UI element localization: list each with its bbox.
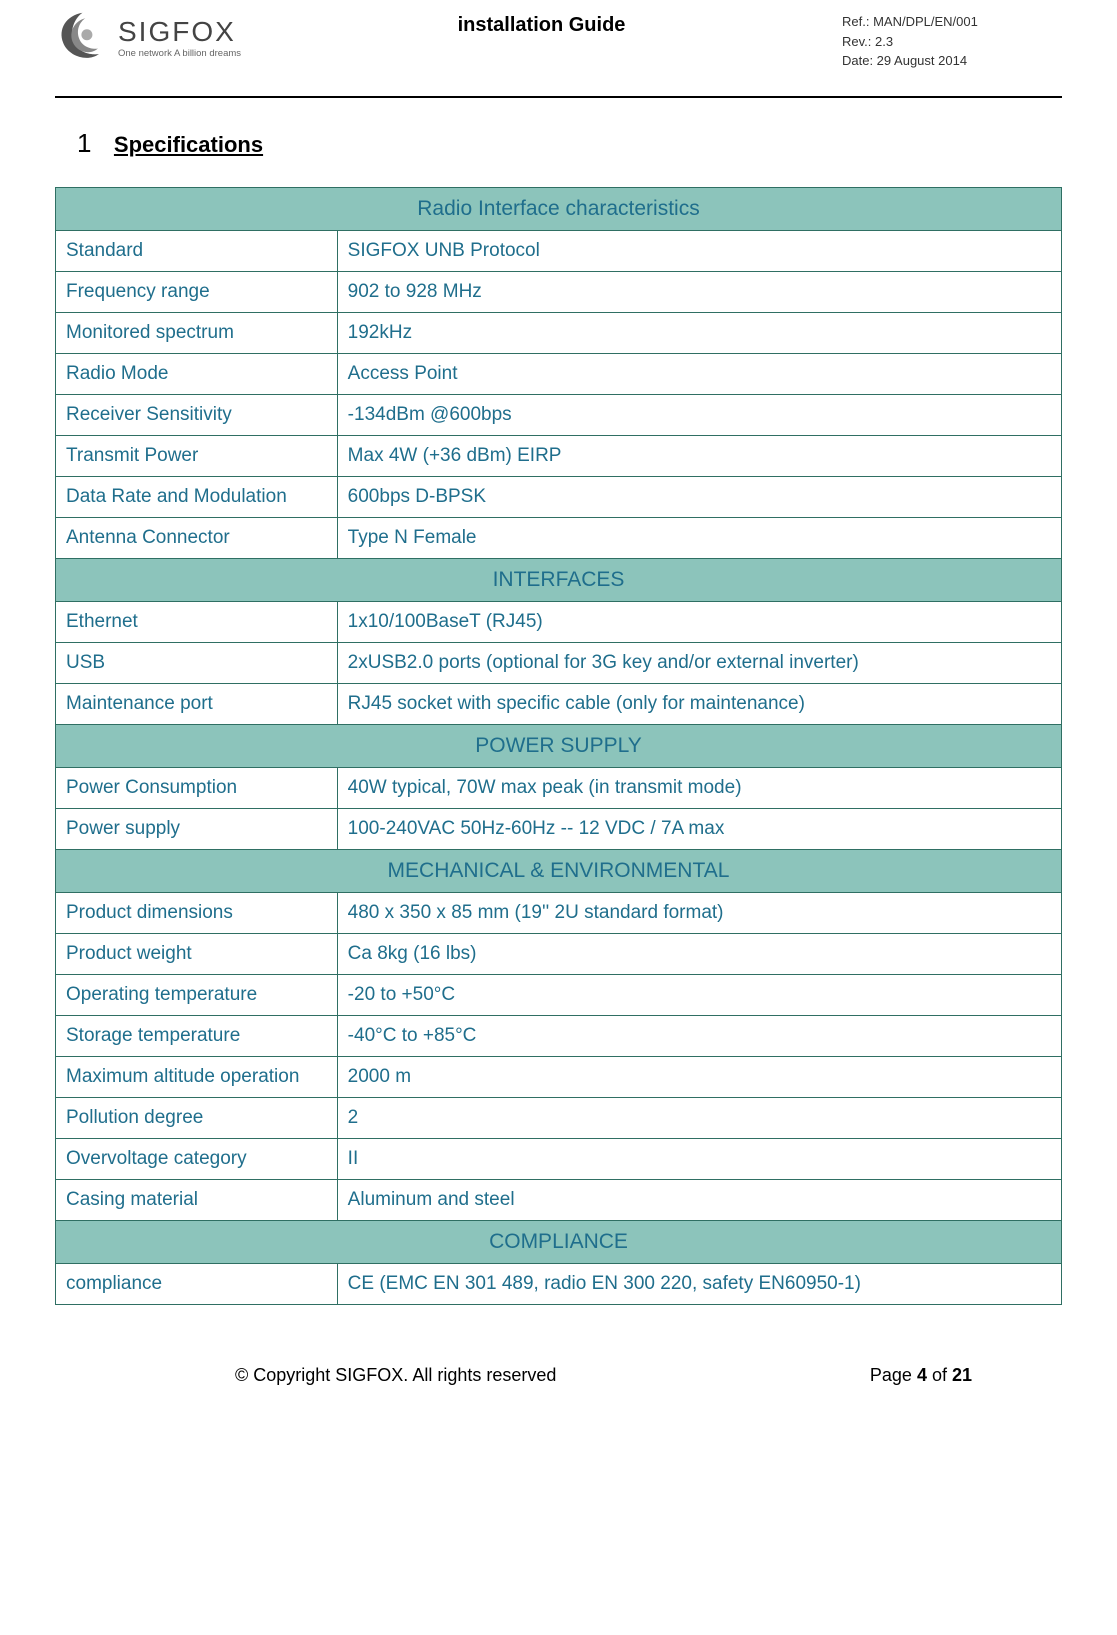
spec-value: 1x10/100BaseT (RJ45) — [337, 601, 1061, 642]
spec-value: 600bps D-BPSK — [337, 476, 1061, 517]
spec-label: Ethernet — [56, 601, 338, 642]
spec-label: Overvoltage category — [56, 1138, 338, 1179]
logo-tagline: One network A billion dreams — [118, 48, 241, 59]
table-row: Antenna ConnectorType N Female — [56, 517, 1062, 558]
table-row: Product dimensions480 x 350 x 85 mm (19'… — [56, 892, 1062, 933]
spec-label: Frequency range — [56, 271, 338, 312]
table-row: USB2xUSB2.0 ports (optional for 3G key a… — [56, 642, 1062, 683]
logo-block: SIGFOX One network A billion dreams — [55, 10, 241, 65]
spec-value: 100-240VAC 50Hz-60Hz -- 12 VDC / 7A max — [337, 808, 1061, 849]
doc-title: installation Guide — [458, 10, 626, 37]
spec-value: 2 — [337, 1097, 1061, 1138]
spec-value: 2000 m — [337, 1056, 1061, 1097]
logo-brand: SIGFOX — [118, 16, 241, 48]
spec-value: -134dBm @600bps — [337, 394, 1061, 435]
spec-value: Type N Female — [337, 517, 1061, 558]
footer-copyright: © Copyright SIGFOX. All rights reserved — [235, 1365, 556, 1386]
spec-label: Maintenance port — [56, 683, 338, 724]
table-row: Product weightCa 8kg (16 lbs) — [56, 933, 1062, 974]
spec-label: Product dimensions — [56, 892, 338, 933]
spec-value: II — [337, 1138, 1061, 1179]
section-title: Specifications — [114, 132, 263, 157]
section-heading: 1 Specifications — [77, 128, 1062, 159]
table-row: Monitored spectrum192kHz — [56, 312, 1062, 353]
spec-value: 480 x 350 x 85 mm (19'' 2U standard form… — [337, 892, 1061, 933]
spec-label: Storage temperature — [56, 1015, 338, 1056]
table-row: Maximum altitude operation2000 m — [56, 1056, 1062, 1097]
spec-label: Product weight — [56, 933, 338, 974]
spec-label: Monitored spectrum — [56, 312, 338, 353]
table-section-header: MECHANICAL & ENVIRONMENTAL — [56, 849, 1062, 892]
spec-label: Operating temperature — [56, 974, 338, 1015]
spec-value: Aluminum and steel — [337, 1179, 1061, 1220]
footer-page-current: 4 — [917, 1365, 927, 1385]
section-number: 1 — [77, 128, 91, 158]
table-row: Casing materialAluminum and steel — [56, 1179, 1062, 1220]
logo-text: SIGFOX One network A billion dreams — [118, 16, 241, 59]
doc-ref: Ref.: MAN/DPL/EN/001 — [842, 12, 1062, 32]
spec-label: Antenna Connector — [56, 517, 338, 558]
specifications-table: Radio Interface characteristicsStandardS… — [55, 187, 1062, 1305]
table-section-header: POWER SUPPLY — [56, 724, 1062, 767]
spec-value: Max 4W (+36 dBm) EIRP — [337, 435, 1061, 476]
table-row: Operating temperature-20 to +50°C — [56, 974, 1062, 1015]
table-row: Radio ModeAccess Point — [56, 353, 1062, 394]
spec-value: RJ45 socket with specific cable (only fo… — [337, 683, 1061, 724]
spec-label: Power Consumption — [56, 767, 338, 808]
spec-value: SIGFOX UNB Protocol — [337, 230, 1061, 271]
spec-value: -20 to +50°C — [337, 974, 1061, 1015]
spec-label: USB — [56, 642, 338, 683]
table-row: StandardSIGFOX UNB Protocol — [56, 230, 1062, 271]
spec-value: 40W typical, 70W max peak (in transmit m… — [337, 767, 1061, 808]
footer-page-total: 21 — [952, 1365, 972, 1385]
spec-value: 192kHz — [337, 312, 1061, 353]
spec-label: Standard — [56, 230, 338, 271]
spec-value: 902 to 928 MHz — [337, 271, 1061, 312]
table-row: Frequency range902 to 928 MHz — [56, 271, 1062, 312]
table-row: Maintenance portRJ45 socket with specifi… — [56, 683, 1062, 724]
doc-date: Date: 29 August 2014 — [842, 51, 1062, 71]
spec-label: Transmit Power — [56, 435, 338, 476]
doc-rev: Rev.: 2.3 — [842, 32, 1062, 52]
spec-label: Maximum altitude operation — [56, 1056, 338, 1097]
table-row: Storage temperature-40°C to +85°C — [56, 1015, 1062, 1056]
table-row: complianceCE (EMC EN 301 489, radio EN 3… — [56, 1263, 1062, 1304]
spec-label: Casing material — [56, 1179, 338, 1220]
spec-value: CE (EMC EN 301 489, radio EN 300 220, sa… — [337, 1263, 1061, 1304]
spec-value: 2xUSB2.0 ports (optional for 3G key and/… — [337, 642, 1061, 683]
table-row: Receiver Sensitivity-134dBm @600bps — [56, 394, 1062, 435]
header-divider — [55, 96, 1062, 98]
sigfox-logo-icon — [55, 10, 110, 65]
footer-page-label: Page — [870, 1365, 917, 1385]
footer-page-of: of — [927, 1365, 952, 1385]
footer-page: Page 4 of 21 — [870, 1365, 972, 1386]
doc-meta: Ref.: MAN/DPL/EN/001 Rev.: 2.3 Date: 29 … — [842, 10, 1062, 71]
table-row: Pollution degree2 — [56, 1097, 1062, 1138]
spec-value: Access Point — [337, 353, 1061, 394]
table-section-header: COMPLIANCE — [56, 1220, 1062, 1263]
table-row: Transmit PowerMax 4W (+36 dBm) EIRP — [56, 435, 1062, 476]
spec-label: compliance — [56, 1263, 338, 1304]
spec-label: Data Rate and Modulation — [56, 476, 338, 517]
table-section-header: INTERFACES — [56, 558, 1062, 601]
table-row: Power Consumption40W typical, 70W max pe… — [56, 767, 1062, 808]
table-row: Ethernet1x10/100BaseT (RJ45) — [56, 601, 1062, 642]
spec-label: Radio Mode — [56, 353, 338, 394]
spec-value: -40°C to +85°C — [337, 1015, 1061, 1056]
table-row: Data Rate and Modulation600bps D-BPSK — [56, 476, 1062, 517]
spec-label: Power supply — [56, 808, 338, 849]
spec-label: Receiver Sensitivity — [56, 394, 338, 435]
table-section-header: Radio Interface characteristics — [56, 187, 1062, 230]
table-row: Overvoltage categoryII — [56, 1138, 1062, 1179]
spec-label: Pollution degree — [56, 1097, 338, 1138]
page-footer: © Copyright SIGFOX. All rights reserved … — [55, 1365, 1062, 1386]
page-header: SIGFOX One network A billion dreams inst… — [55, 10, 1062, 96]
table-row: Power supply100-240VAC 50Hz-60Hz -- 12 V… — [56, 808, 1062, 849]
spec-value: Ca 8kg (16 lbs) — [337, 933, 1061, 974]
